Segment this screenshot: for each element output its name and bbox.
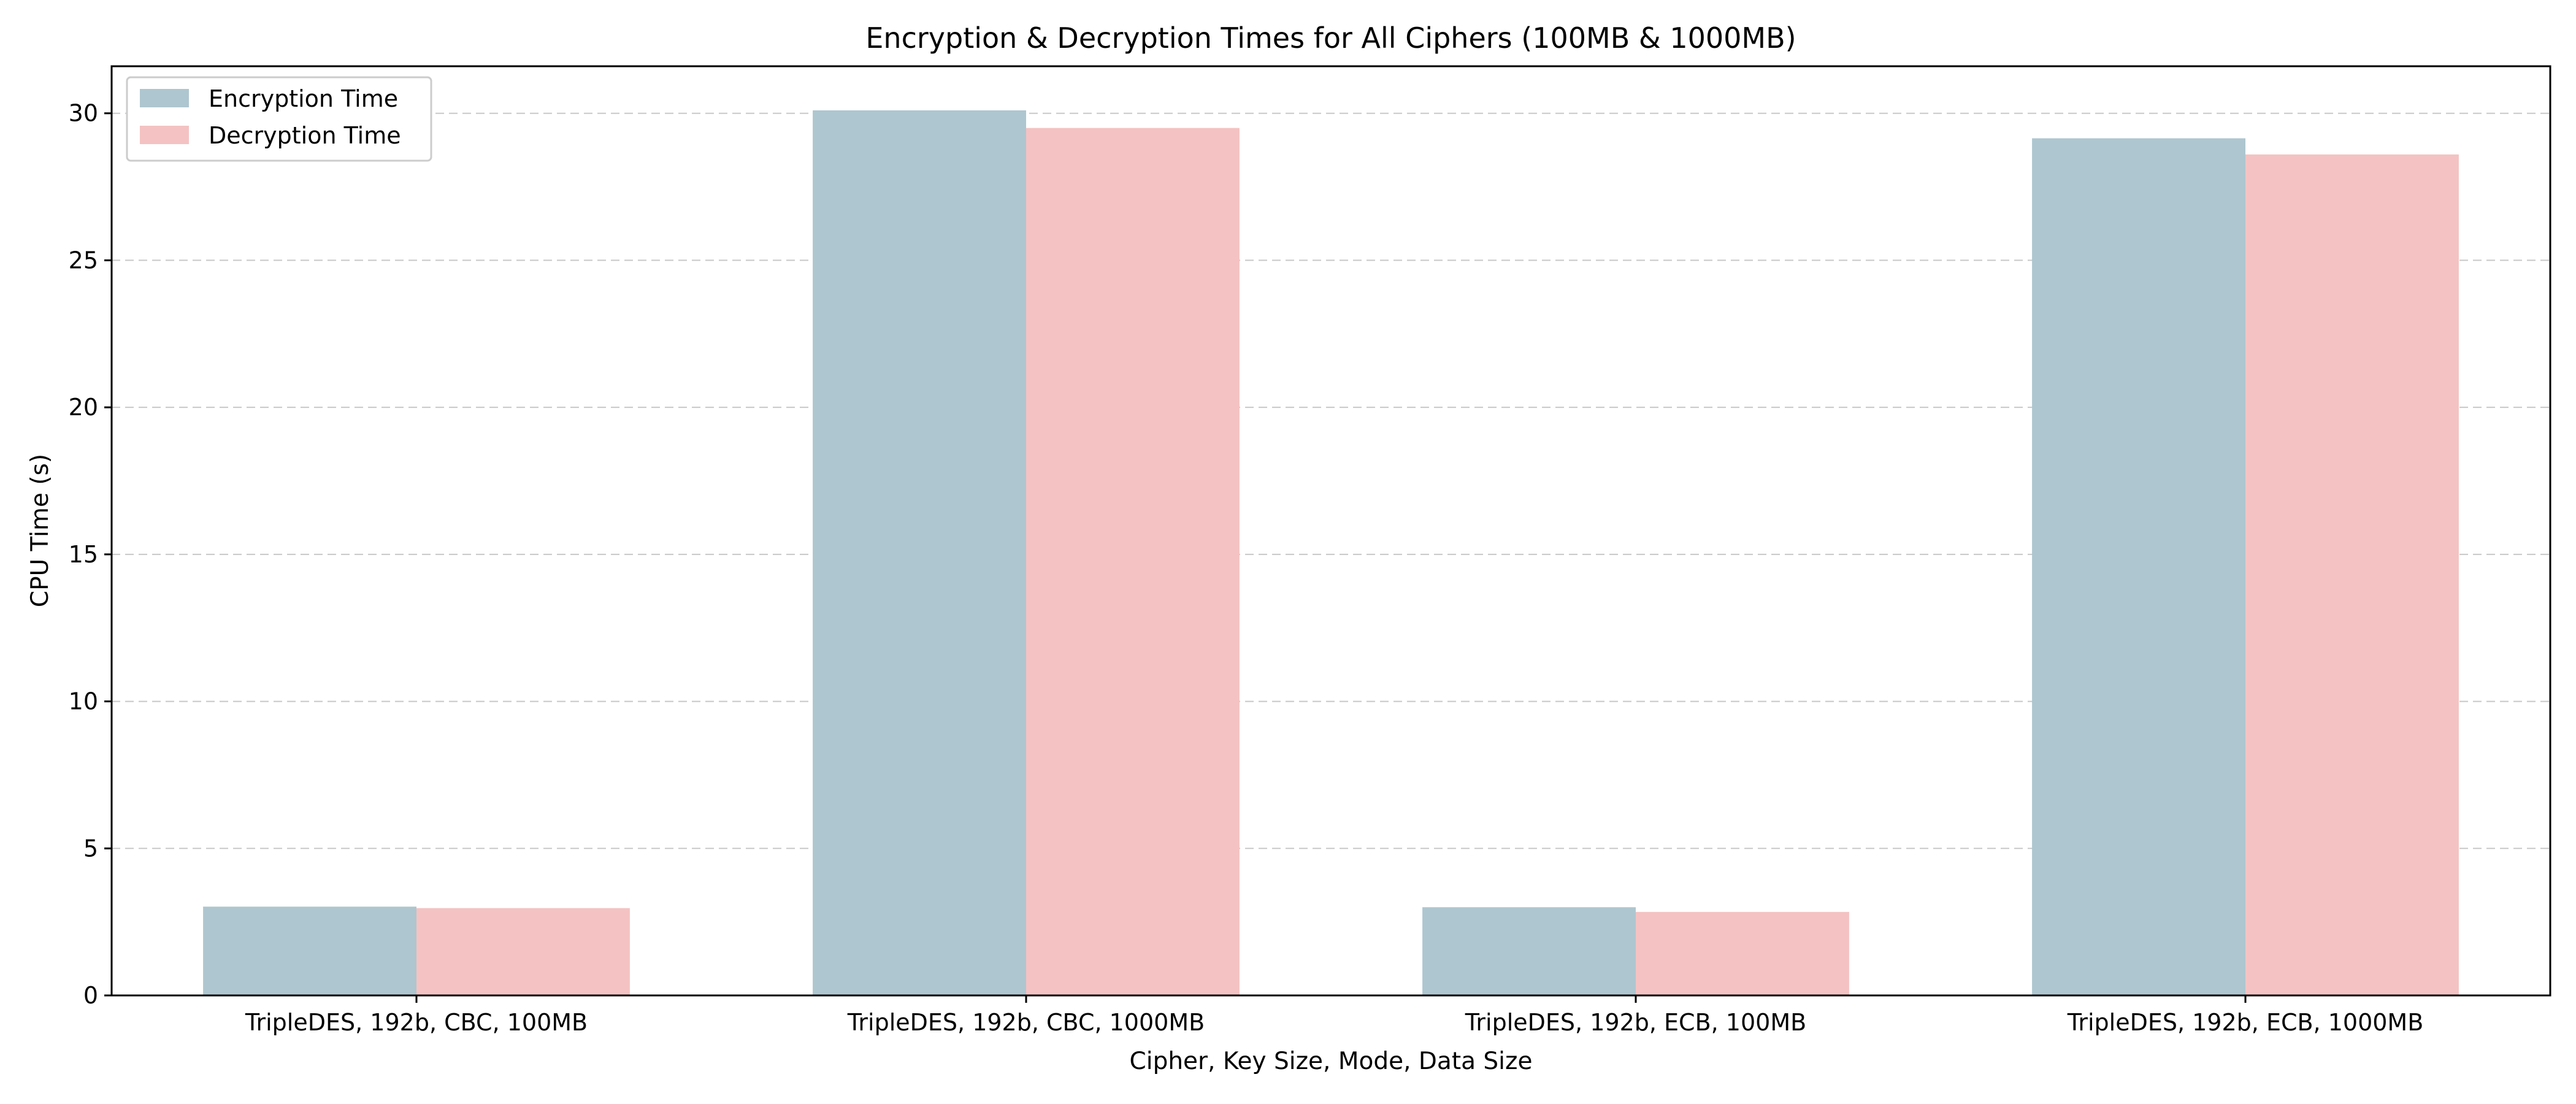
y-tick-label: 5 — [83, 835, 98, 862]
bar-encryption-3 — [1422, 907, 1636, 995]
bar-encryption-1 — [203, 907, 416, 995]
bars — [203, 110, 2459, 996]
x-tick-label: TripleDES, 192b, CBC, 1000MB — [847, 1009, 1205, 1036]
plot-frame — [110, 65, 2551, 997]
legend-label-encryption: Encryption Time — [209, 85, 398, 112]
y-tick-label: 20 — [69, 394, 98, 421]
y-tick-label: 15 — [69, 541, 98, 568]
x-tick-label: TripleDES, 192b, ECB, 1000MB — [2067, 1009, 2424, 1036]
bar-decryption-2 — [1026, 128, 1240, 995]
x-axis-ticks: TripleDES, 192b, CBC, 100MB TripleDES, 19… — [245, 995, 2423, 1036]
y-axis-label: CPU Time (s) — [26, 454, 54, 607]
legend-swatch-decryption — [140, 126, 189, 144]
legend-box — [126, 76, 432, 162]
bar-encryption-2 — [813, 110, 1026, 995]
x-tick-label: TripleDES, 192b, CBC, 100MB — [245, 1009, 588, 1036]
bar-encryption-4 — [2032, 138, 2245, 995]
y-axis-ticks: 0 5 10 15 20 25 30 — [69, 100, 112, 1009]
bar-decryption-4 — [2245, 154, 2459, 996]
chart-title: Encryption & Decryption Times for All Ci… — [865, 21, 1796, 55]
x-tick-label: TripleDES, 192b, ECB, 100MB — [1465, 1009, 1806, 1036]
legend-swatch-encryption — [140, 89, 189, 107]
y-tick-label: 30 — [69, 100, 98, 127]
y-tick-label: 25 — [69, 247, 98, 274]
y-tick-label: 0 — [83, 982, 98, 1009]
bar-decryption-1 — [416, 908, 630, 995]
x-axis-label: Cipher, Key Size, Mode, Data Size — [1130, 1048, 1533, 1075]
legend: Encryption Time Decryption Time — [126, 76, 432, 162]
y-tick-label: 10 — [69, 688, 98, 715]
bar-decryption-3 — [1636, 911, 1849, 995]
legend-label-decryption: Decryption Time — [209, 122, 401, 149]
